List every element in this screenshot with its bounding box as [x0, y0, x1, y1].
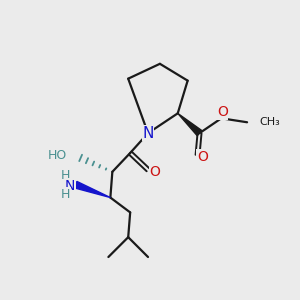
- Text: O: O: [149, 165, 161, 179]
- Text: O: O: [217, 105, 228, 119]
- Text: H: H: [61, 188, 70, 201]
- Text: H: H: [61, 169, 70, 182]
- Polygon shape: [74, 182, 110, 198]
- Polygon shape: [178, 113, 202, 136]
- Text: N: N: [142, 126, 154, 141]
- Text: O: O: [197, 150, 208, 164]
- Text: N: N: [64, 179, 75, 193]
- Text: HO: HO: [47, 149, 67, 162]
- Text: CH₃: CH₃: [259, 117, 280, 127]
